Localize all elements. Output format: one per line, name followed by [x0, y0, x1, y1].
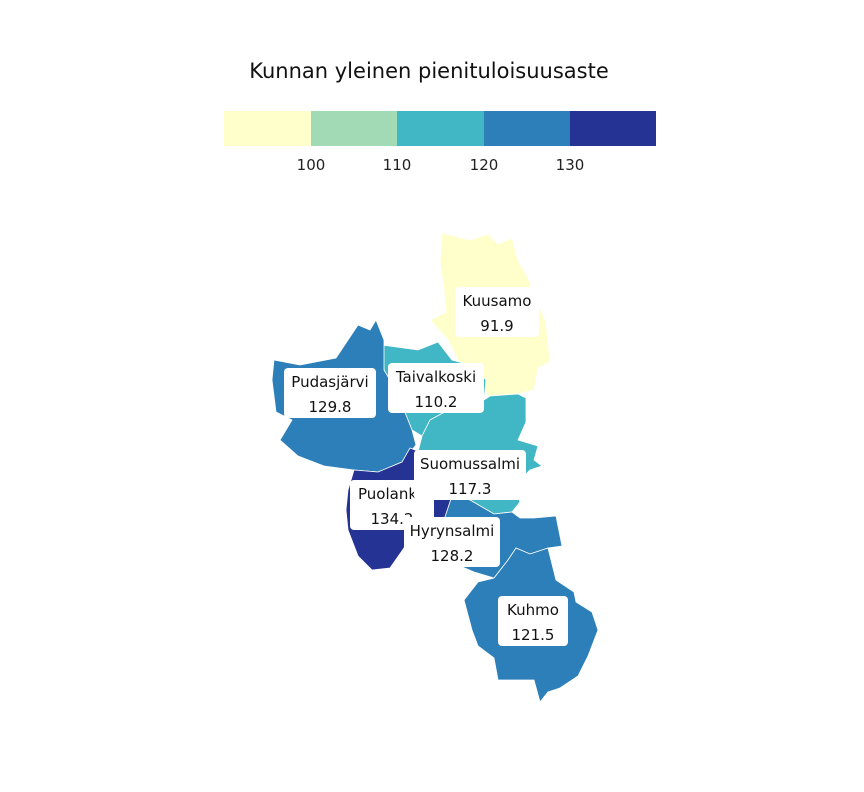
- label-puolanka-name: Puolanka: [358, 485, 426, 503]
- label-kuusamo-name: Kuusamo: [463, 292, 532, 310]
- label-taivalkoski-value: 110.2: [415, 393, 458, 411]
- label-hyrynsalmi: Hyrynsalmi 128.2: [404, 517, 500, 567]
- label-kuusamo: Kuusamo 91.9: [455, 287, 539, 337]
- label-hyrynsalmi-name: Hyrynsalmi: [410, 522, 495, 540]
- label-pudasjarvi-value: 129.8: [309, 398, 352, 416]
- legend-swatch-4: [484, 111, 570, 146]
- legend-tick-110: 110: [383, 156, 412, 174]
- legend-swatch-5: [570, 111, 656, 146]
- legend-swatch-3: [397, 111, 484, 146]
- legend-tick-100: 100: [297, 156, 326, 174]
- label-pudasjarvi: Pudasjärvi 129.8: [284, 368, 376, 418]
- label-suomussalmi-value: 117.3: [449, 480, 492, 498]
- legend-title: Kunnan yleinen pienituloisuusaste: [249, 59, 609, 83]
- label-kuhmo-value: 121.5: [512, 626, 555, 644]
- legend-tick-130: 130: [556, 156, 585, 174]
- label-suomussalmi: Suomussalmi 117.3: [414, 450, 526, 500]
- label-kuusamo-value: 91.9: [480, 317, 513, 335]
- legend-swatch-1: [224, 111, 311, 146]
- label-taivalkoski-name: Taivalkoski: [395, 368, 476, 386]
- label-puolanka-value: 134.2: [371, 510, 414, 528]
- legend-tick-120: 120: [470, 156, 499, 174]
- label-kuhmo: Kuhmo 121.5: [498, 596, 568, 646]
- label-kuhmo-name: Kuhmo: [507, 601, 559, 619]
- legend-colorbar: [224, 111, 656, 146]
- label-taivalkoski: Taivalkoski 110.2: [388, 363, 484, 413]
- legend-swatch-2: [311, 111, 397, 146]
- label-hyrynsalmi-value: 128.2: [431, 547, 474, 565]
- label-pudasjarvi-name: Pudasjärvi: [291, 373, 368, 391]
- label-suomussalmi-name: Suomussalmi: [420, 455, 520, 473]
